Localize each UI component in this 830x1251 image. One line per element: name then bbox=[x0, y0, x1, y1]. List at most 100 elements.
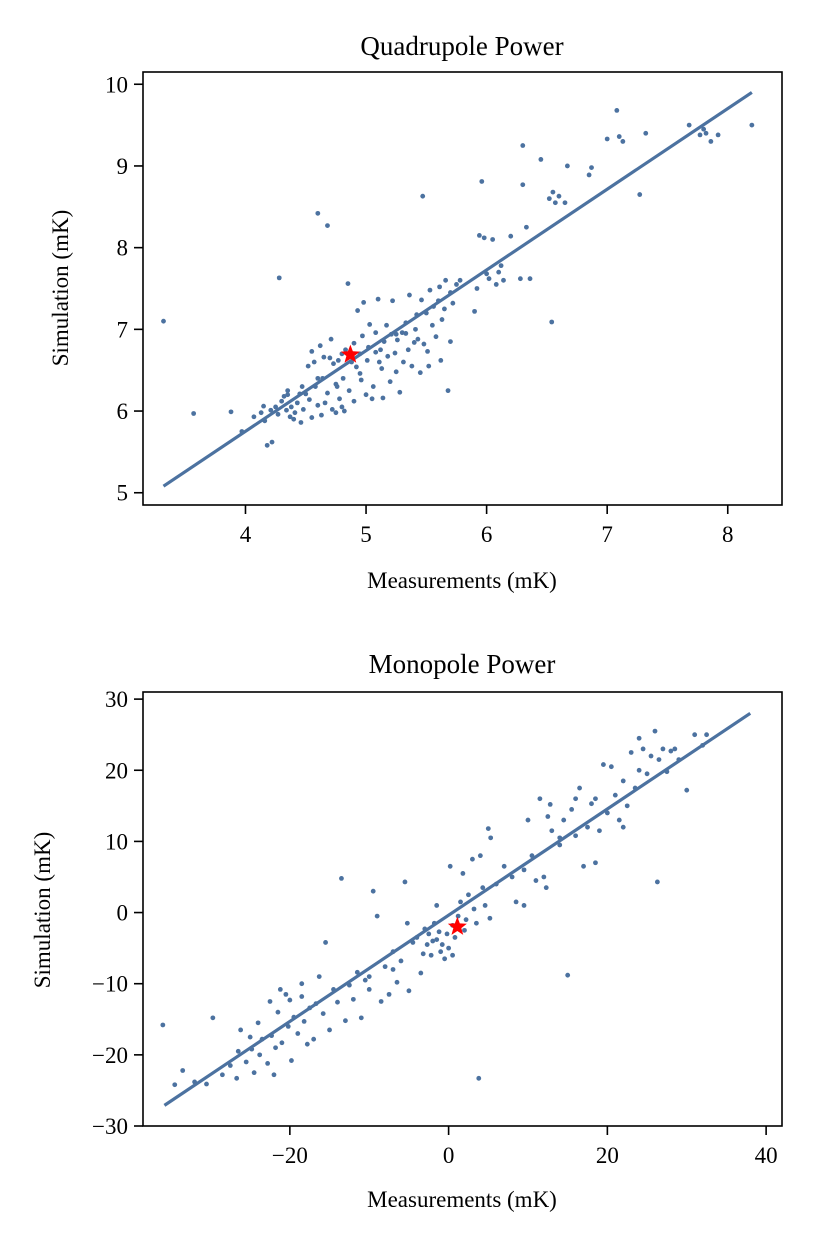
data-point bbox=[425, 349, 430, 354]
data-point bbox=[331, 361, 336, 367]
data-point bbox=[210, 1015, 216, 1021]
data-point bbox=[418, 970, 424, 976]
data-point bbox=[436, 929, 442, 935]
data-point bbox=[385, 353, 391, 359]
fit-line bbox=[163, 712, 752, 1107]
data-point bbox=[708, 139, 714, 144]
data-point bbox=[640, 746, 646, 752]
data-point bbox=[204, 1081, 209, 1087]
data-point bbox=[386, 991, 392, 997]
data-point bbox=[704, 732, 709, 738]
data-point bbox=[520, 182, 526, 188]
data-point bbox=[333, 410, 339, 416]
data-point bbox=[275, 1009, 281, 1015]
data-point bbox=[301, 1019, 307, 1024]
data-point bbox=[234, 1075, 240, 1081]
data-point bbox=[458, 899, 463, 905]
data-point bbox=[636, 767, 642, 773]
data-point bbox=[258, 410, 264, 416]
data-point bbox=[415, 336, 421, 342]
data-point bbox=[433, 334, 439, 340]
data-point bbox=[319, 412, 324, 418]
data-point bbox=[370, 384, 376, 389]
data-point bbox=[402, 879, 408, 885]
data-point bbox=[421, 341, 427, 347]
data-point bbox=[604, 136, 610, 142]
data-point bbox=[612, 792, 618, 798]
data-point bbox=[556, 193, 562, 199]
data-point bbox=[419, 297, 424, 303]
data-point bbox=[315, 210, 321, 216]
data-point bbox=[660, 746, 666, 752]
data-point bbox=[172, 1082, 178, 1088]
data-point bbox=[315, 375, 321, 381]
data-point bbox=[509, 874, 515, 880]
data-point bbox=[243, 1059, 249, 1065]
data-point bbox=[439, 942, 445, 947]
data-point bbox=[276, 275, 282, 281]
data-point bbox=[455, 913, 461, 919]
data-point bbox=[227, 1063, 233, 1068]
data-point bbox=[309, 415, 315, 420]
data-point bbox=[547, 802, 553, 807]
data-point bbox=[496, 269, 502, 275]
data-point bbox=[628, 750, 634, 755]
data-point bbox=[382, 964, 388, 970]
chart-title: Quadrupole Power bbox=[360, 31, 563, 61]
data-point bbox=[298, 420, 304, 425]
data-point bbox=[493, 282, 499, 287]
data-point bbox=[333, 381, 339, 387]
data-point bbox=[288, 404, 294, 410]
data-point bbox=[399, 330, 405, 336]
data-point bbox=[304, 1041, 310, 1047]
data-point bbox=[585, 824, 590, 830]
data-point bbox=[283, 991, 289, 997]
data-point bbox=[316, 974, 322, 979]
data-point bbox=[442, 306, 447, 312]
data-point bbox=[413, 326, 418, 332]
data-point bbox=[541, 874, 547, 880]
data-point bbox=[450, 300, 456, 306]
data-point bbox=[376, 359, 382, 365]
data-point bbox=[482, 903, 488, 908]
data-point bbox=[320, 1011, 326, 1016]
data-point bbox=[373, 349, 379, 355]
data-point bbox=[255, 1020, 261, 1026]
y-tick-label: 10 bbox=[105, 829, 128, 854]
data-point bbox=[309, 349, 315, 354]
data-point bbox=[289, 1058, 294, 1063]
data-point bbox=[295, 1031, 301, 1036]
data-point bbox=[447, 863, 453, 869]
data-point bbox=[561, 817, 567, 823]
data-point bbox=[564, 163, 570, 169]
data-point bbox=[476, 233, 482, 238]
data-point bbox=[616, 817, 622, 823]
data-point bbox=[439, 317, 445, 322]
data-point bbox=[452, 935, 458, 940]
data-point bbox=[339, 876, 344, 881]
x-tick-label: 7 bbox=[601, 522, 613, 547]
data-point bbox=[339, 404, 345, 410]
data-point bbox=[351, 340, 357, 346]
data-point bbox=[652, 728, 658, 734]
data-point bbox=[486, 276, 492, 282]
data-point bbox=[701, 126, 707, 132]
data-point bbox=[672, 746, 678, 752]
data-point bbox=[369, 396, 375, 402]
data-point bbox=[428, 952, 434, 958]
data-point bbox=[438, 949, 444, 955]
data-point bbox=[401, 359, 406, 365]
data-point bbox=[306, 397, 312, 403]
data-point bbox=[445, 388, 451, 394]
data-point bbox=[656, 757, 662, 762]
data-point bbox=[521, 903, 527, 908]
data-point bbox=[291, 416, 297, 422]
data-point bbox=[420, 193, 426, 199]
data-point bbox=[430, 938, 436, 944]
y-tick-label: 8 bbox=[117, 236, 129, 261]
data-point bbox=[285, 392, 291, 398]
data-point bbox=[417, 370, 423, 376]
data-point bbox=[538, 157, 544, 162]
data-point bbox=[636, 735, 642, 741]
data-point bbox=[520, 143, 526, 148]
